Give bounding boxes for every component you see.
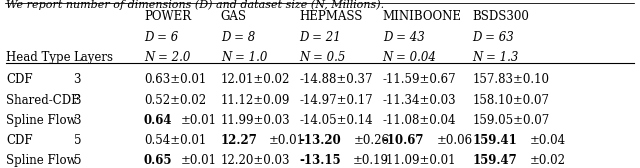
- Text: 159.47: 159.47: [472, 154, 517, 167]
- Text: ±0.01: ±0.01: [180, 154, 217, 167]
- Text: 12.27: 12.27: [221, 134, 258, 147]
- Text: 158.10±0.07: 158.10±0.07: [472, 94, 549, 107]
- Text: D = 8: D = 8: [221, 31, 255, 44]
- Text: 11.99±0.03: 11.99±0.03: [221, 114, 291, 127]
- Text: GAS: GAS: [221, 10, 247, 23]
- Text: N = 0.04: N = 0.04: [383, 51, 436, 64]
- Text: D = 43: D = 43: [383, 31, 424, 44]
- Text: ±0.06: ±0.06: [436, 134, 472, 147]
- Text: D = 21: D = 21: [300, 31, 341, 44]
- Text: Layers: Layers: [74, 51, 114, 64]
- Text: Spline Flow: Spline Flow: [6, 154, 77, 167]
- Text: N = 1.3: N = 1.3: [472, 51, 518, 64]
- Text: -10.67: -10.67: [383, 134, 424, 147]
- Text: 11.12±0.09: 11.12±0.09: [221, 94, 290, 107]
- Text: POWER: POWER: [144, 10, 191, 23]
- Text: HEPMASS: HEPMASS: [300, 10, 363, 23]
- Text: 12.01±0.02: 12.01±0.02: [221, 73, 290, 86]
- Text: 0.63±0.01: 0.63±0.01: [144, 73, 206, 86]
- Text: 0.54±0.01: 0.54±0.01: [144, 134, 206, 147]
- Text: D = 63: D = 63: [472, 31, 514, 44]
- Text: 159.05±0.07: 159.05±0.07: [472, 114, 550, 127]
- Text: Shared-CDF: Shared-CDF: [6, 94, 80, 107]
- Text: ±0.04: ±0.04: [530, 134, 566, 147]
- Text: CDF: CDF: [6, 73, 33, 86]
- Text: 5: 5: [74, 134, 81, 147]
- Text: ±0.26: ±0.26: [353, 134, 389, 147]
- Text: 159.41: 159.41: [472, 134, 517, 147]
- Text: N = 0.5: N = 0.5: [300, 51, 346, 64]
- Text: D = 6: D = 6: [144, 31, 179, 44]
- Text: BSDS300: BSDS300: [472, 10, 529, 23]
- Text: We report number of dimensions (D) and dataset size (N, Millions).: We report number of dimensions (D) and d…: [6, 0, 385, 10]
- Text: 0.64: 0.64: [144, 114, 173, 127]
- Text: ±0.02: ±0.02: [530, 154, 566, 167]
- Text: 12.20±0.03: 12.20±0.03: [221, 154, 291, 167]
- Text: -13.20: -13.20: [300, 134, 341, 147]
- Text: -11.08±0.04: -11.08±0.04: [383, 114, 456, 127]
- Text: -14.88±0.37: -14.88±0.37: [300, 73, 373, 86]
- Text: -11.59±0.67: -11.59±0.67: [383, 73, 456, 86]
- Text: -11.09±0.01: -11.09±0.01: [383, 154, 456, 167]
- Text: N = 1.0: N = 1.0: [221, 51, 267, 64]
- Text: 157.83±0.10: 157.83±0.10: [472, 73, 549, 86]
- Text: -13.15: -13.15: [300, 154, 341, 167]
- Text: N = 2.0: N = 2.0: [144, 51, 190, 64]
- Text: CDF: CDF: [6, 134, 33, 147]
- Text: -14.97±0.17: -14.97±0.17: [300, 94, 373, 107]
- Text: Head Type: Head Type: [6, 51, 71, 64]
- Text: ±0.01: ±0.01: [268, 134, 305, 147]
- Text: 0.65: 0.65: [144, 154, 173, 167]
- Text: 0.52±0.02: 0.52±0.02: [144, 94, 206, 107]
- Text: ±0.01: ±0.01: [180, 114, 217, 127]
- Text: Spline Flow: Spline Flow: [6, 114, 77, 127]
- Text: -14.05±0.14: -14.05±0.14: [300, 114, 373, 127]
- Text: 3: 3: [74, 114, 81, 127]
- Text: -11.34±0.03: -11.34±0.03: [383, 94, 456, 107]
- Text: 3: 3: [74, 73, 81, 86]
- Text: 5: 5: [74, 154, 81, 167]
- Text: MINIBOONE: MINIBOONE: [383, 10, 461, 23]
- Text: 3: 3: [74, 94, 81, 107]
- Text: ±0.19: ±0.19: [353, 154, 389, 167]
